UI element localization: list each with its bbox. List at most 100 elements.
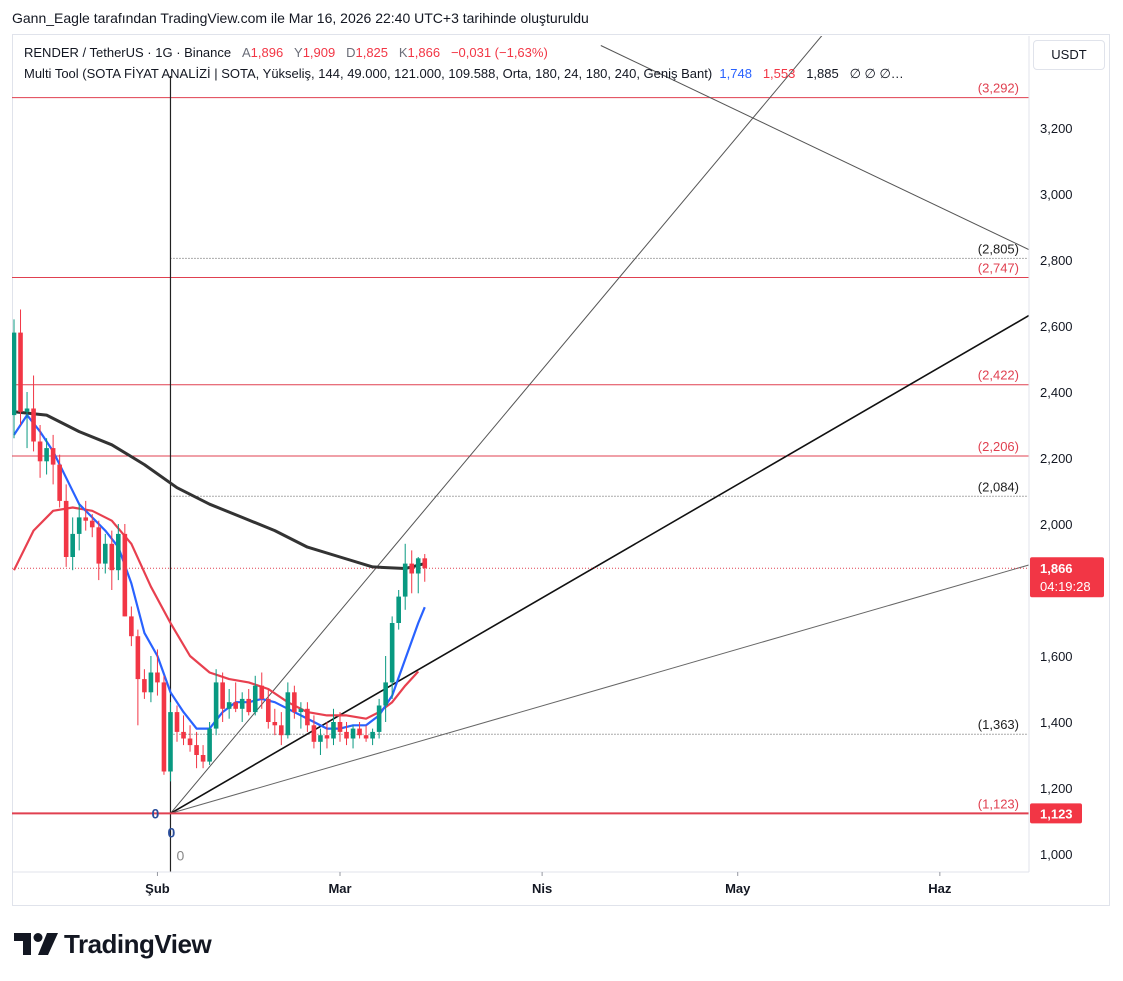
trend-line <box>170 564 1029 814</box>
candle-body <box>12 332 17 416</box>
candle <box>259 672 265 709</box>
candle <box>174 705 180 742</box>
candle <box>31 375 36 452</box>
currency-button[interactable]: USDT <box>1033 40 1105 70</box>
candle-body <box>89 520 95 528</box>
tradingview-logo-icon <box>14 933 58 955</box>
candle-body <box>305 708 310 726</box>
candle <box>44 438 49 475</box>
candle <box>239 692 245 722</box>
trend-line <box>600 45 1029 251</box>
candle-body <box>265 698 271 722</box>
change-value: −0,031 (−1,63%) <box>450 45 548 60</box>
candle-body <box>83 517 89 521</box>
candle-body <box>181 731 186 739</box>
candle-body <box>109 543 115 571</box>
candle <box>122 524 128 617</box>
candle <box>57 454 62 508</box>
symbol-header: RENDER / TetherUS · 1G · Binance A1,896 … <box>24 45 548 60</box>
y-tick-label: 2,800 <box>1040 253 1073 268</box>
candle-body <box>324 735 330 739</box>
y-tick-label: 1,000 <box>1040 847 1073 862</box>
x-tick-label: Şub <box>145 881 170 896</box>
level-label: (1,123) <box>978 796 1019 811</box>
level-label: (2,747) <box>978 260 1019 275</box>
candle-body <box>213 682 219 729</box>
candle-body <box>207 728 212 762</box>
x-tick-label: Nis <box>532 881 552 896</box>
candle <box>194 731 199 769</box>
candle <box>370 728 375 746</box>
candle-body <box>135 636 141 680</box>
candle <box>63 484 69 567</box>
candle <box>220 672 225 722</box>
candle <box>129 606 134 647</box>
x-tick-label: Mar <box>328 881 351 896</box>
candle-body <box>402 563 408 597</box>
candle-body <box>220 682 225 709</box>
candle <box>207 722 212 765</box>
candle-body <box>148 672 154 693</box>
y-tick-label: 1,600 <box>1040 649 1073 664</box>
candle <box>181 715 186 746</box>
candle <box>324 722 330 749</box>
indicator-value-tail: ∅ ∅ ∅… <box>849 66 904 81</box>
candle-body <box>239 698 245 709</box>
candle <box>409 550 415 594</box>
candle <box>311 715 317 749</box>
candle <box>305 702 310 732</box>
open-value: 1,896 <box>250 45 284 60</box>
candle-body <box>415 558 421 574</box>
candle <box>331 708 336 746</box>
y-tick-label: 2,400 <box>1040 385 1073 400</box>
candle-body <box>389 623 395 683</box>
candle-body <box>76 517 82 534</box>
candle-body <box>246 698 252 713</box>
y-tick-label: 1,200 <box>1040 781 1073 796</box>
y-tick-label: 2,000 <box>1040 517 1073 532</box>
candle-body <box>44 448 49 462</box>
candle <box>109 530 115 590</box>
ema-line-blue <box>13 414 426 730</box>
last-price-tag-bg <box>1030 557 1104 598</box>
candle <box>24 392 30 449</box>
tradingview-logo[interactable]: TradingView <box>14 929 212 959</box>
low-label: D <box>346 45 356 60</box>
candle <box>337 712 343 742</box>
indicator-header[interactable]: Multi Tool (SOTA FİYAT ANALİZİ | SOTA, Y… <box>24 66 904 82</box>
candle-body <box>318 735 323 742</box>
candle-body <box>70 533 75 557</box>
symbol-name[interactable]: RENDER / TetherUS · 1G · Binance <box>24 45 232 60</box>
low-price-tag-value: 1,123 <box>1040 806 1073 821</box>
indicator-value-3: 1,885 <box>806 66 839 81</box>
candle-body <box>422 558 428 569</box>
candle-body <box>376 705 382 732</box>
last-price-tag: 1,866 04:19:28 <box>1030 557 1104 598</box>
level-label: (2,422) <box>978 368 1019 383</box>
candle-body <box>129 616 134 637</box>
candle-body <box>31 408 36 442</box>
candle-body <box>298 708 304 713</box>
candle <box>200 745 206 769</box>
candle <box>50 434 56 485</box>
close-label: K <box>398 45 408 60</box>
plot-area <box>12 36 1029 872</box>
candle-body <box>50 448 56 465</box>
candle <box>83 500 89 531</box>
high-label: Y <box>294 45 303 60</box>
candle-body <box>357 728 362 736</box>
indicator-name: Multi Tool (SOTA FİYAT ANALİZİ | SOTA, Y… <box>24 66 713 81</box>
candle <box>422 554 428 582</box>
close-value: 1,866 <box>407 45 441 60</box>
candle-body <box>279 725 284 736</box>
candle <box>246 689 252 716</box>
candle <box>116 524 121 581</box>
candle <box>363 725 369 742</box>
y-tick-label: 1,400 <box>1040 715 1073 730</box>
candle <box>135 629 141 726</box>
candle <box>161 675 167 775</box>
low-price-tag-bg <box>1030 803 1082 824</box>
candle <box>18 309 23 425</box>
candle-body <box>37 441 43 462</box>
